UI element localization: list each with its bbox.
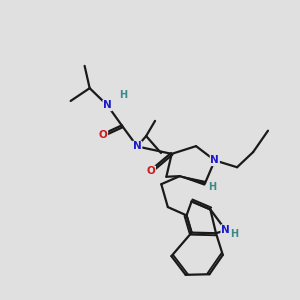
Text: H: H — [119, 90, 127, 100]
Text: H: H — [119, 90, 128, 100]
Text: N: N — [221, 225, 230, 235]
Text: O: O — [146, 167, 155, 176]
Text: N: N — [103, 100, 112, 110]
Text: N: N — [221, 225, 230, 235]
Text: N: N — [133, 141, 142, 152]
Text: H: H — [208, 182, 217, 192]
Polygon shape — [180, 176, 206, 185]
Text: O: O — [99, 130, 107, 140]
Text: N: N — [210, 155, 219, 165]
Text: H: H — [230, 229, 238, 239]
Text: H: H — [208, 182, 217, 192]
